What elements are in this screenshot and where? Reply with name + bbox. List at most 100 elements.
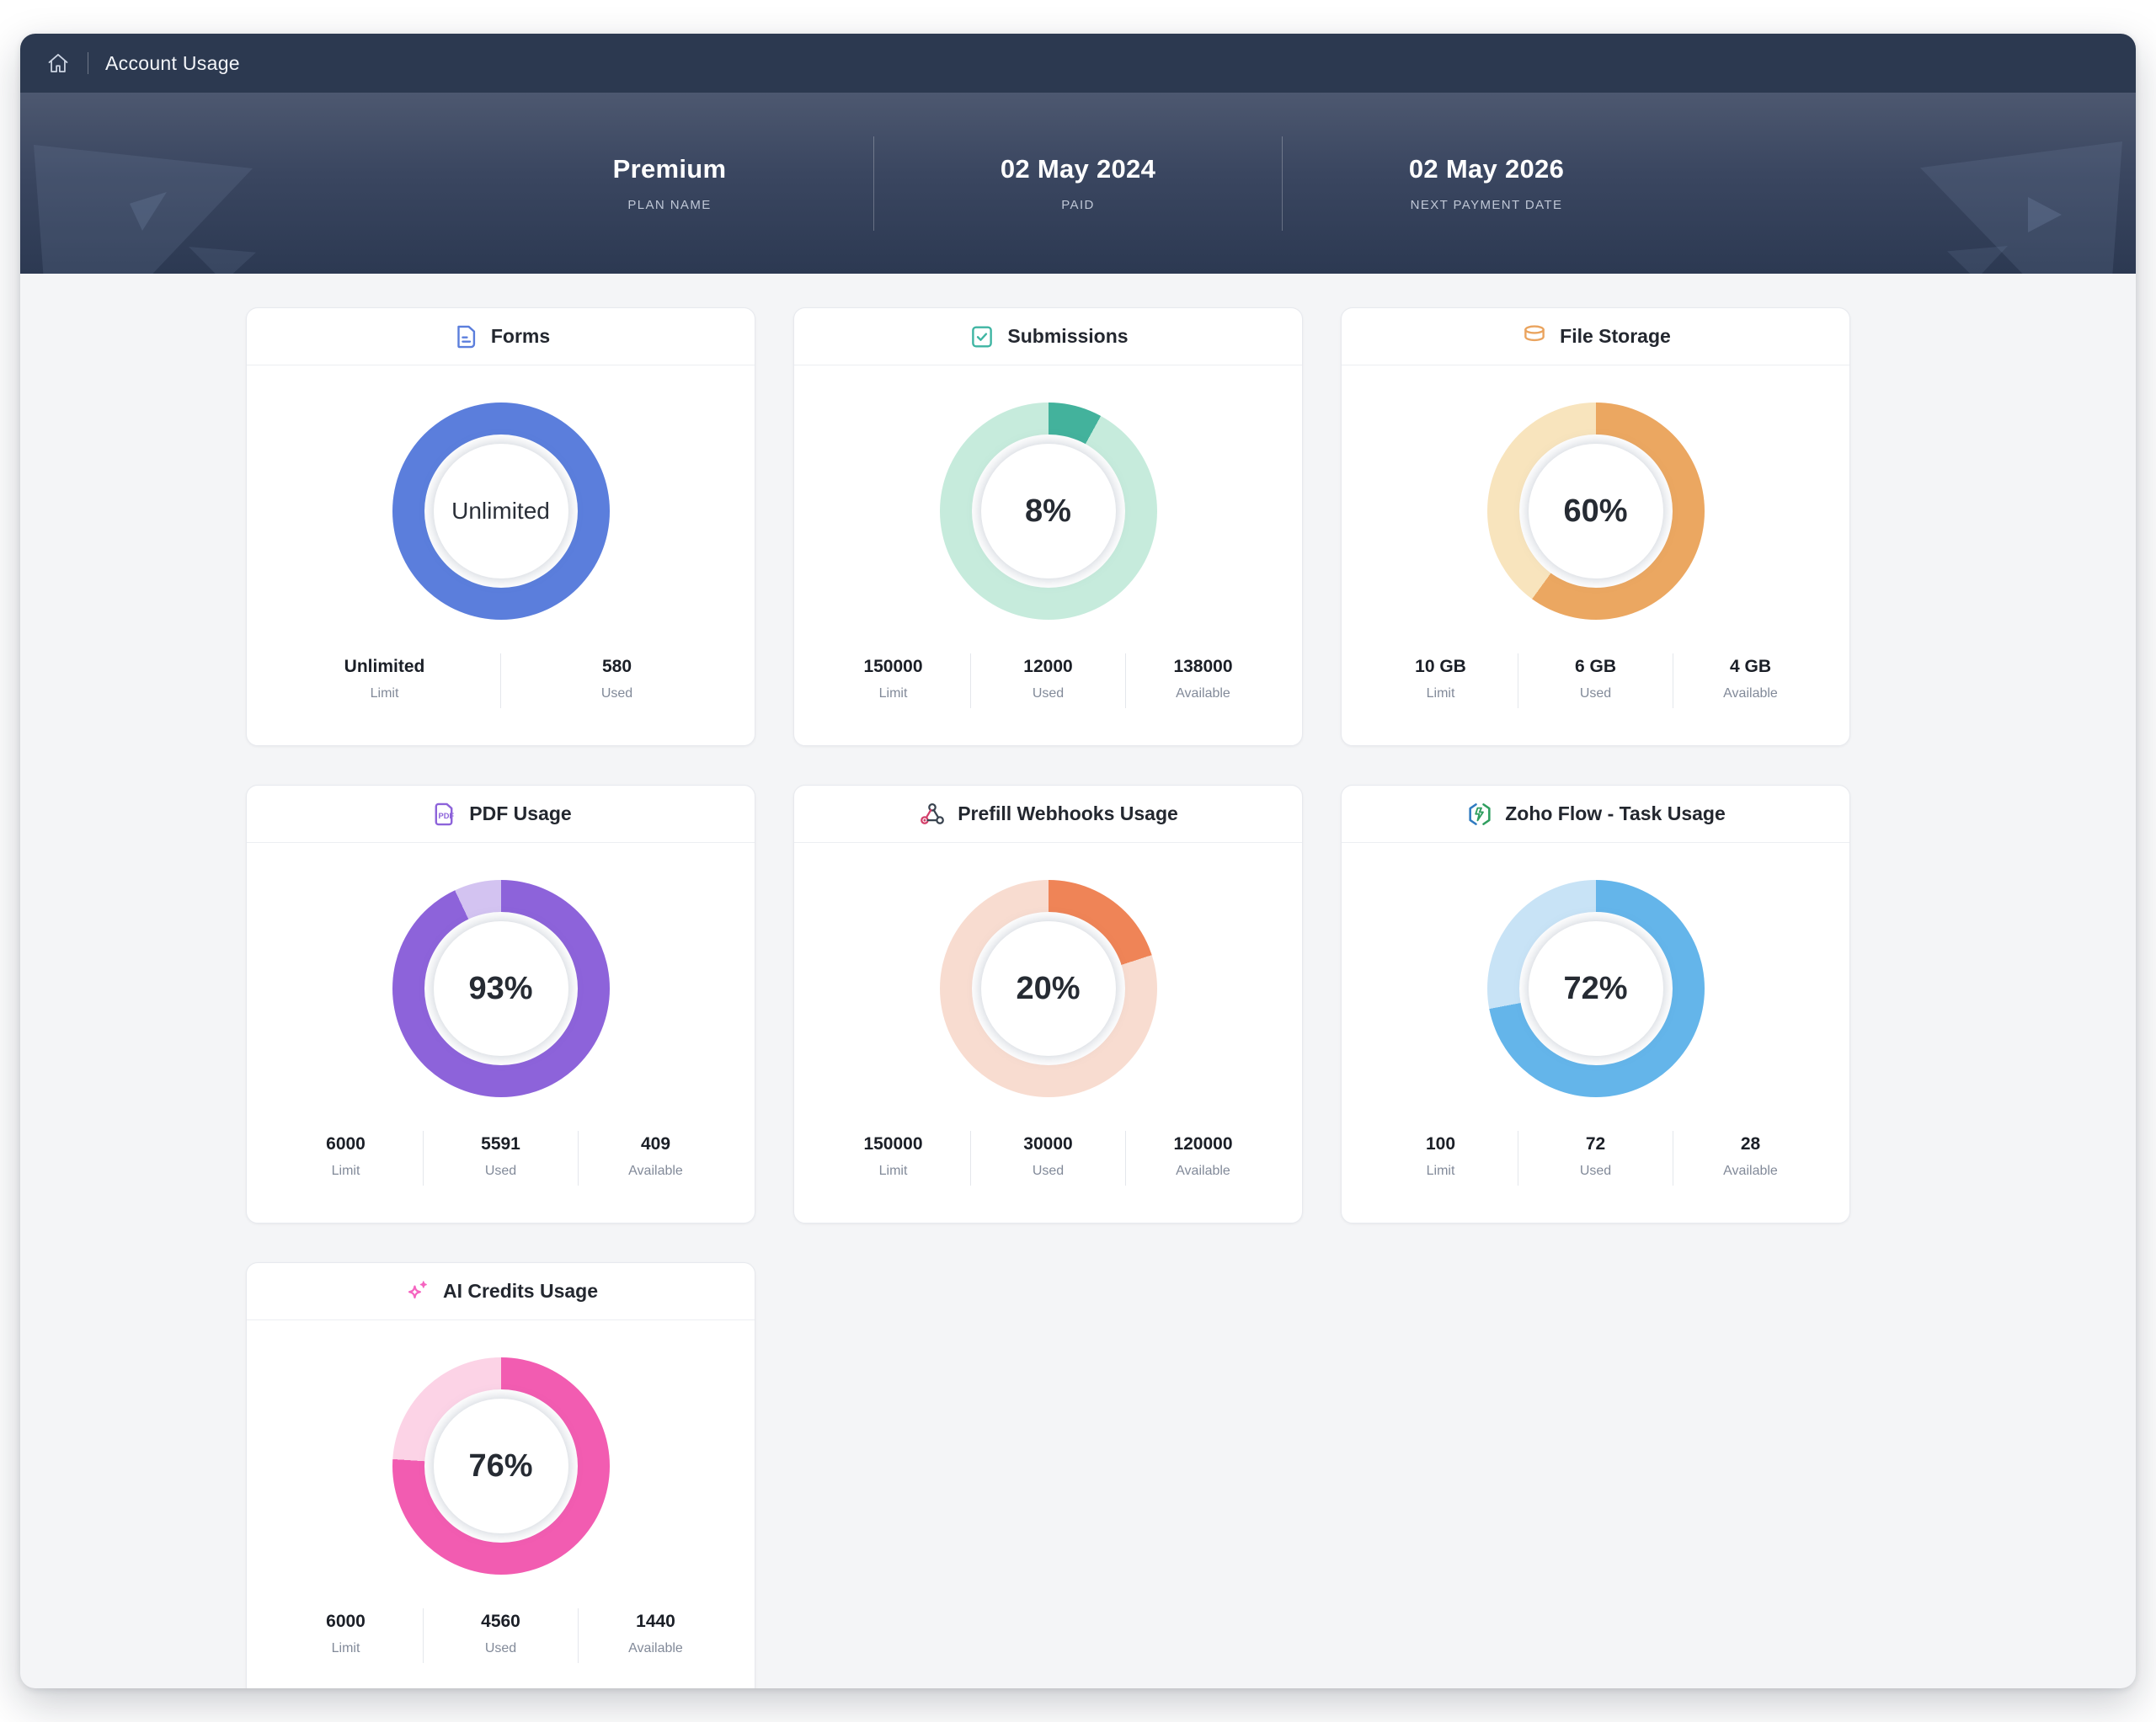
- usage-cards-grid: Forms Unlimited Unlimited Limit: [246, 307, 2136, 1688]
- zoho-flow-card-body: 72% 100 Limit 72 Used 28 Availa: [1342, 843, 1849, 1223]
- pdf-usage-stats: 6000 Limit 5591 Used 409 Available: [247, 1131, 755, 1223]
- zoho-flow-hexagon-icon: [1465, 800, 1494, 829]
- pdf-usage-center-text: 93%: [468, 970, 533, 1006]
- prefill-webhooks-stats: 150000 Limit 30000 Used 120000 Available: [794, 1131, 1302, 1223]
- stat-limit: 150000 Limit: [816, 1131, 970, 1186]
- donut-center: Unlimited: [433, 444, 568, 578]
- stat-used: 12000 Used: [970, 653, 1125, 708]
- database-icon: [1520, 323, 1549, 351]
- svg-text:PDF: PDF: [439, 811, 455, 819]
- file-storage-card-header: File Storage: [1342, 308, 1849, 365]
- file-storage-card-title: File Storage: [1560, 325, 1671, 347]
- donut-hole: 93%: [424, 912, 578, 1065]
- pdf-usage-donut-chart: 93%: [392, 880, 610, 1097]
- forms-card-body: Unlimited Unlimited Limit 580 Used: [247, 365, 755, 745]
- top-bar: Account Usage: [20, 34, 2136, 93]
- pdf-usage-card-body: 93% 6000 Limit 5591 Used 409 Av: [247, 843, 755, 1223]
- stat-label: Available: [628, 1164, 683, 1178]
- pdf-usage-card-title: PDF Usage: [469, 802, 572, 824]
- prefill-webhooks-center-text: 20%: [1016, 970, 1081, 1006]
- stat-label: Limit: [1426, 1164, 1455, 1178]
- forms-card-title: Forms: [490, 325, 551, 347]
- file-storage-card: File Storage 60% 10 GB Limit: [1341, 307, 1850, 746]
- donut-center: 76%: [433, 1399, 568, 1533]
- next-payment-label: NEXT PAYMENT DATE: [1410, 198, 1563, 212]
- stat-label: Limit: [1426, 686, 1455, 701]
- stat-value: 30000: [1023, 1134, 1073, 1154]
- pdf-usage-card-header: PDF PDF Usage: [247, 786, 755, 843]
- donut-center: 20%: [980, 921, 1116, 1056]
- stat-used: 6 GB Used: [1518, 653, 1673, 708]
- stat-value: 10 GB: [1415, 657, 1466, 676]
- submissions-card: Submissions 8% 150000 Limit: [793, 307, 1303, 746]
- stat-label: Available: [628, 1641, 683, 1655]
- stat-available: 4 GB Available: [1673, 653, 1828, 708]
- next-payment-block: 02 May 2026 NEXT PAYMENT DATE: [1283, 154, 1690, 212]
- webhook-icon: [918, 800, 947, 829]
- ai-credits-card-title: AI Credits Usage: [442, 1280, 599, 1302]
- zoho-flow-card: Zoho Flow - Task Usage 72% 100 Limit: [1341, 785, 1850, 1224]
- stat-limit: 6000 Limit: [269, 1131, 423, 1186]
- stat-available: 1440 Available: [578, 1608, 733, 1663]
- stat-value: 4 GB: [1729, 657, 1771, 676]
- banner-separator: [873, 136, 874, 231]
- submissions-card-header: Submissions: [794, 308, 1302, 365]
- plan-banner: Premium PLAN NAME 02 May 2024 PAID 02 Ma…: [20, 93, 2136, 274]
- zoho-flow-donut-chart: 72%: [1486, 880, 1705, 1097]
- prefill-webhooks-card: Prefill Webhooks Usage 20% 150000 Limit: [793, 785, 1303, 1224]
- pdf-file-icon: PDF: [430, 800, 458, 829]
- donut-hole: 60%: [1518, 434, 1673, 588]
- stat-value: Unlimited: [344, 657, 425, 676]
- donut-hole: 72%: [1518, 912, 1673, 1065]
- stat-label: Limit: [331, 1164, 360, 1178]
- prefill-webhooks-card-title: Prefill Webhooks Usage: [958, 802, 1178, 824]
- stat-used: 4560 Used: [423, 1608, 578, 1663]
- stat-label: Available: [1176, 686, 1230, 701]
- prefill-webhooks-card-body: 20% 150000 Limit 30000 Used 120000: [794, 843, 1302, 1223]
- ai-credits-card-body: 76% 6000 Limit 4560 Used 1440 A: [247, 1320, 755, 1688]
- plan-name-value: Premium: [612, 154, 727, 184]
- donut-center: 93%: [433, 921, 568, 1056]
- stat-value: 1440: [636, 1612, 675, 1631]
- form-document-icon: [451, 323, 480, 351]
- forms-stats: Unlimited Limit 580 Used: [247, 653, 755, 745]
- banner-separator: [1282, 136, 1283, 231]
- stat-limit: 10 GB Limit: [1364, 653, 1518, 708]
- stat-value: 4560: [481, 1612, 520, 1631]
- submissions-donut-chart: 8%: [939, 403, 1157, 620]
- stat-limit: Unlimited Limit: [269, 653, 500, 708]
- prefill-webhooks-donut-chart: 20%: [939, 880, 1157, 1097]
- stat-label: Used: [1579, 686, 1612, 701]
- plan-name-label: PLAN NAME: [627, 198, 712, 212]
- submissions-check-icon: [968, 323, 996, 351]
- account-usage-window: Account Usage Premium PLAN NAME 02 May 2…: [20, 34, 2136, 1688]
- stat-value: 580: [601, 657, 632, 676]
- pdf-usage-card: PDF PDF Usage 93% 6000 Limit: [246, 785, 755, 1224]
- ai-credits-stats: 6000 Limit 4560 Used 1440 Available: [247, 1608, 755, 1688]
- stat-used: 30000 Used: [970, 1131, 1125, 1186]
- plan-summary: Premium PLAN NAME 02 May 2024 PAID 02 Ma…: [466, 136, 1690, 231]
- stat-value: 28: [1740, 1134, 1761, 1154]
- paid-date-value: 02 May 2024: [1000, 154, 1156, 184]
- stat-label: Limit: [878, 1164, 908, 1178]
- zoho-flow-card-title: Zoho Flow - Task Usage: [1505, 802, 1726, 824]
- decorative-triangle: [189, 247, 256, 274]
- zoho-flow-center-text: 72%: [1563, 970, 1628, 1006]
- plan-name-block: Premium PLAN NAME: [466, 154, 873, 212]
- stat-label: Used: [600, 686, 633, 701]
- stat-label: Used: [484, 1641, 517, 1655]
- page-title: Account Usage: [105, 51, 240, 74]
- forms-card: Forms Unlimited Unlimited Limit: [246, 307, 755, 746]
- stat-label: Used: [1032, 686, 1065, 701]
- stat-value: 6000: [326, 1612, 366, 1631]
- submissions-card-body: 8% 150000 Limit 12000 Used 138000: [794, 365, 1302, 745]
- stat-value: 6 GB: [1574, 657, 1616, 676]
- stat-value: 150000: [863, 657, 923, 676]
- stat-limit: 150000 Limit: [816, 653, 970, 708]
- forms-center-text: Unlimited: [451, 498, 550, 524]
- donut-center: 72%: [1528, 921, 1663, 1056]
- stat-used: 580 Used: [500, 653, 733, 708]
- file-storage-stats: 10 GB Limit 6 GB Used 4 GB Available: [1342, 653, 1849, 745]
- home-icon[interactable]: [45, 51, 71, 76]
- stat-limit: 100 Limit: [1364, 1131, 1518, 1186]
